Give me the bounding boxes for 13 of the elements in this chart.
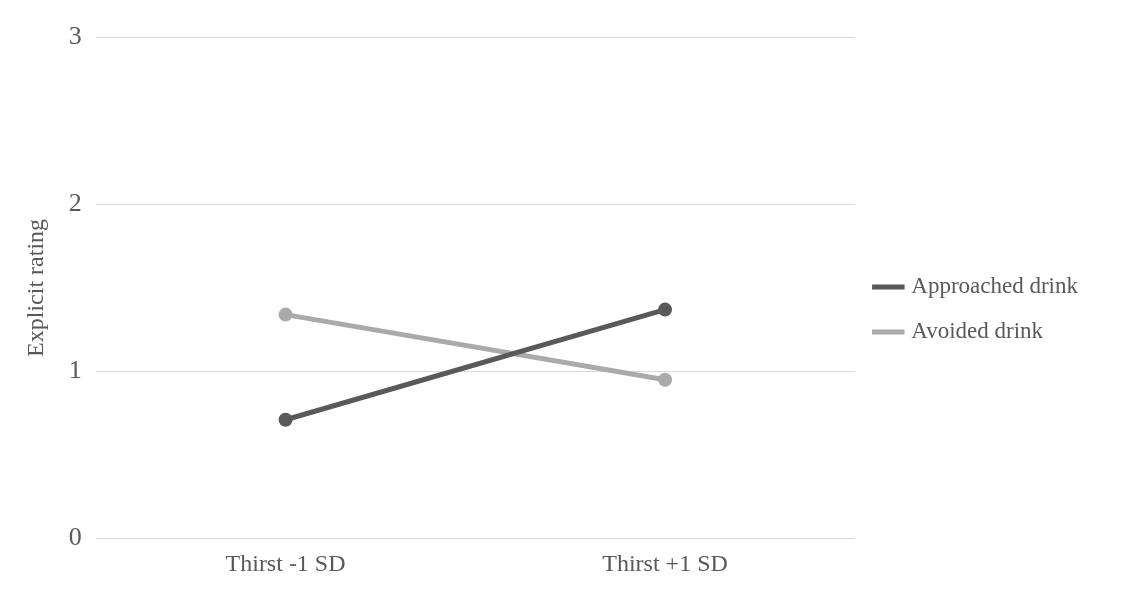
point (658, 372, 673, 387)
x-tick-label: Thirst -1 SD (225, 549, 346, 576)
point (658, 302, 673, 317)
y-tick-label: 0 (68, 522, 82, 552)
legend-label: Avoided drink (911, 318, 1044, 344)
legend-label: Approached drink (911, 273, 1079, 299)
point (278, 307, 293, 322)
y-axis-title: Explicit rating (21, 218, 48, 357)
y-tick-label: 2 (68, 188, 82, 218)
y-tick-label: 1 (68, 355, 82, 385)
y-tick-label: 3 (68, 21, 82, 51)
x-tick-label: Thirst +1 SD (602, 549, 728, 576)
point (278, 412, 293, 427)
